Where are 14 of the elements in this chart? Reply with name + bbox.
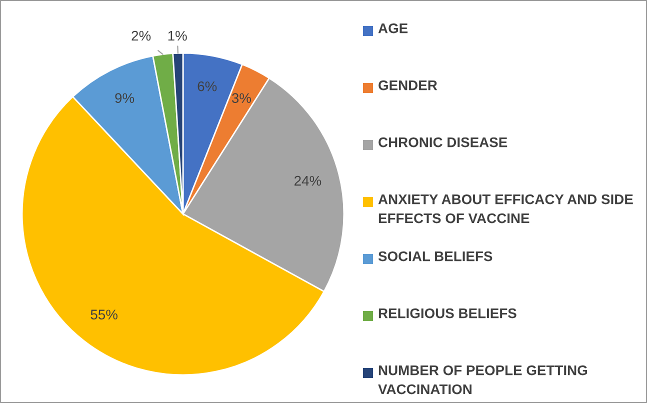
legend-label: AGE [378,23,408,34]
data-label: 9% [115,93,134,103]
legend-label: CHRONIC DISEASE [378,137,508,148]
legend-label: RELIGIOUS BELIEFS [378,308,516,318]
data-label: 1% [168,30,187,41]
legend-label: SOCIAL BELIEFS [378,251,492,262]
data-label: 24% [294,176,322,186]
data-label: 3% [232,93,251,103]
data-label: 2% [132,30,151,41]
data-label: 55% [90,310,118,320]
legend-label: GENDER [378,80,438,90]
data-label: 6% [198,81,217,92]
legend-label: NUMBER OF PEOPLE GETTING VACCINATION [378,365,588,394]
legend-label: ANXIETY ABOUT EFFICACY AND SIDE EFFECTS OF VACCINE [378,194,633,224]
